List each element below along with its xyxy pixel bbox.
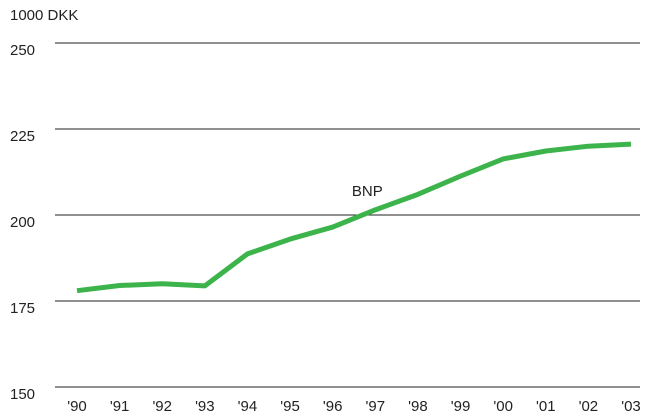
y-axis-label: 1000 DKK <box>10 7 78 24</box>
x-tick-label: '92 <box>152 398 172 415</box>
x-tick-label: '98 <box>408 398 428 415</box>
series-label: BNP <box>352 183 383 200</box>
y-tick-label: 150 <box>10 386 35 403</box>
y-tick-label: 200 <box>10 214 35 231</box>
x-tick-label: '03 <box>621 398 641 415</box>
x-tick-label: '91 <box>110 398 130 415</box>
x-tick-label: '00 <box>493 398 513 415</box>
x-tick-label: '96 <box>323 398 343 415</box>
y-tick-label: 225 <box>10 128 35 145</box>
data-line <box>76 141 632 294</box>
x-tick-label: '01 <box>536 398 556 415</box>
x-tick-label: '90 <box>67 398 87 415</box>
x-tick-label: '99 <box>451 398 471 415</box>
x-tick-label: '95 <box>280 398 300 415</box>
x-tick-label: '94 <box>238 398 258 415</box>
y-tick-label: 250 <box>10 42 35 59</box>
x-tick-label: '93 <box>195 398 215 415</box>
x-tick-label: '97 <box>366 398 386 415</box>
x-tick-label: '02 <box>579 398 599 415</box>
y-tick-label: 175 <box>10 300 35 317</box>
